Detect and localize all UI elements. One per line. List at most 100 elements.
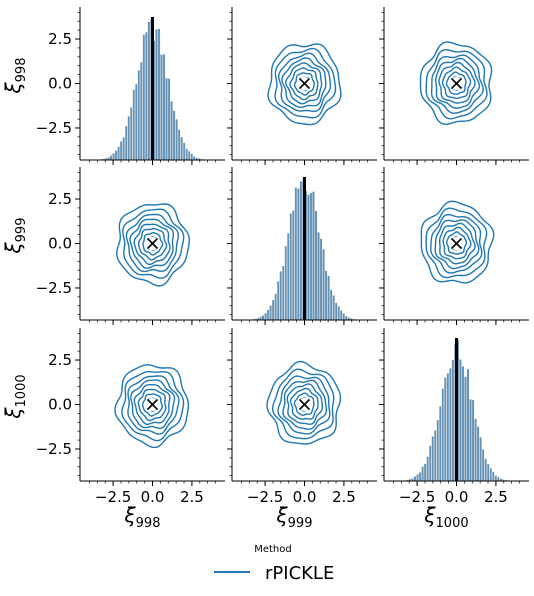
- y-tick-label: −2.5: [36, 119, 72, 137]
- hist-bar: [476, 426, 480, 482]
- hist-bar: [481, 449, 485, 482]
- x-tick-label: 2.5: [484, 488, 508, 506]
- hist-bar: [162, 54, 166, 161]
- hist-bar: [271, 299, 275, 321]
- panel-r0-c1: [227, 7, 377, 165]
- x-axis-label-998: ξ998: [124, 503, 161, 531]
- hist-bar: [449, 368, 452, 482]
- kde-contour: [293, 392, 315, 417]
- kde-contour: [114, 364, 190, 449]
- y-tick-label: 0.0: [48, 75, 72, 93]
- hist-bar: [464, 376, 467, 482]
- true-marker: [298, 77, 311, 90]
- y-tick-label: 2.5: [48, 190, 72, 208]
- hist-bar: [314, 210, 318, 321]
- hist-bar: [428, 445, 432, 482]
- kde-contour: [285, 62, 323, 105]
- hist-bar: [137, 70, 141, 161]
- hist-bar: [266, 309, 270, 321]
- hist-bar: [466, 368, 470, 482]
- kde-contour: [271, 368, 335, 440]
- hist-bar: [287, 233, 290, 321]
- legend-label-rpickle: rPICKLE: [265, 563, 334, 584]
- hist-bar: [461, 366, 465, 482]
- kde-contour: [277, 52, 332, 113]
- hist-bar: [319, 238, 323, 321]
- hist-bar: [261, 315, 265, 321]
- y-tick-label: 2.5: [48, 30, 72, 48]
- hist-bar: [416, 474, 419, 482]
- panel-r0-c2: [379, 7, 529, 165]
- hist-bar: [471, 399, 475, 482]
- hist-bar: [494, 475, 497, 482]
- hist-bar: [342, 313, 345, 321]
- hist-bar: [474, 418, 477, 482]
- hist-bar: [294, 187, 298, 321]
- kde-contour: [445, 71, 467, 95]
- hist-bar: [274, 293, 277, 321]
- kde-contour: [277, 375, 331, 435]
- kde-contour: [141, 393, 164, 417]
- hist-bar: [124, 125, 128, 161]
- hist-bar: [284, 245, 287, 321]
- y-axis-label-998: ξ998: [1, 58, 29, 95]
- true-marker: [146, 237, 159, 250]
- kde-contour: [289, 387, 319, 420]
- kde-contour: [281, 57, 327, 109]
- panel-r2-c2: −2.5 0.0 2.5: [379, 328, 529, 506]
- hist-bar: [486, 463, 490, 482]
- hist-bar: [117, 146, 120, 161]
- panel-r1-c1: [227, 167, 377, 325]
- kde-contour: [430, 54, 484, 115]
- hist-bar: [147, 21, 151, 161]
- hist-bar: [279, 271, 282, 321]
- hist-bar: [132, 89, 135, 161]
- hist-bar: [122, 137, 125, 161]
- kde-contour: [293, 72, 315, 96]
- hist-bar: [182, 142, 186, 161]
- kde-contour: [267, 43, 342, 126]
- hist-bar: [276, 281, 280, 321]
- hist-bar: [129, 107, 133, 161]
- hist-bar: [423, 463, 427, 482]
- hist-bar: [114, 150, 118, 161]
- kde-contour: [445, 231, 468, 255]
- x-tick-label: −2.5: [247, 488, 283, 506]
- hist-bar: [140, 62, 143, 161]
- hist-bar: [322, 249, 325, 321]
- x-axis-label-1000: ξ1000: [423, 503, 468, 531]
- axis-labels-layer: ξ998 ξ998 ξ999 ξ999 ξ1000 ξ1000: [1, 58, 469, 531]
- y-axis-label-999: ξ999: [1, 218, 29, 255]
- x-tick-label: −2.5: [95, 488, 131, 506]
- panels-layer: −2.5 0.0 2.5 −2.5 0.0 2.5 −2.5 −2.5 0.0 0.0 2.5 2.5…: [36, 7, 529, 506]
- hist-bar: [459, 359, 462, 482]
- kde-contour: [133, 384, 171, 426]
- hist-bar: [444, 377, 447, 482]
- hist-bar: [109, 155, 113, 161]
- hist-bar: [190, 153, 193, 161]
- kde-contour: [137, 227, 168, 261]
- y-tick-label: 2.5: [48, 351, 72, 369]
- kde-contour: [439, 222, 476, 265]
- hist-bar: [413, 476, 417, 482]
- y-axis-label-1000: ξ1000: [1, 374, 29, 419]
- hist-bar: [469, 399, 472, 482]
- hist-bar: [489, 467, 492, 482]
- hist-bar: [484, 458, 487, 482]
- hist-bar: [431, 436, 434, 482]
- hist-bar: [307, 194, 310, 321]
- hist-bar: [421, 466, 424, 482]
- hist-bar: [317, 232, 320, 321]
- kde-contour: [438, 61, 476, 104]
- kde-contour: [419, 41, 493, 126]
- kde-contour: [137, 388, 167, 422]
- kde-contour: [266, 360, 342, 445]
- x-tick-label: 0.0: [445, 488, 469, 506]
- x-axis-label-999: ξ999: [276, 503, 313, 531]
- kde-contour: [435, 57, 481, 109]
- hist-bar: [185, 148, 188, 161]
- hist-bar: [329, 289, 333, 321]
- hist-bar: [497, 476, 500, 482]
- hist-bar: [292, 210, 295, 321]
